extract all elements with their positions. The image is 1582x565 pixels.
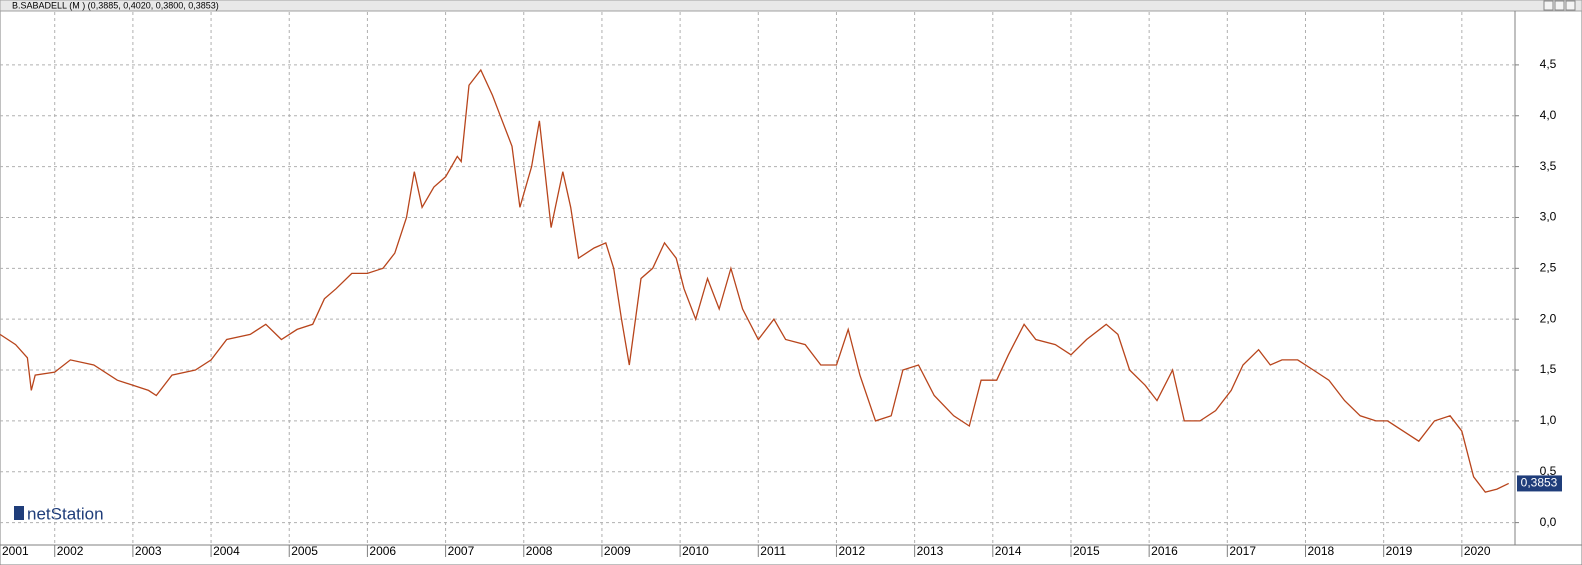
x-tick-label: 2012 [838,544,865,558]
x-tick-label: 2004 [213,544,240,558]
y-tick-label: 2,0 [1540,311,1557,325]
x-tick-label: 2018 [1307,544,1334,558]
last-value-box [1517,475,1562,492]
x-tick-label: 2003 [135,544,162,558]
x-tick-label: 2007 [448,544,475,558]
x-tick-label: 2010 [682,544,709,558]
x-tick-label: 2001 [2,544,29,558]
title-bar [0,0,1582,12]
last-value-label: 0,3853 [1521,476,1558,490]
y-tick-label: 1,0 [1540,413,1557,427]
x-tick-label: 2015 [1073,544,1100,558]
x-tick-label: 2016 [1151,544,1178,558]
price-line [0,68,1509,493]
y-tick-label: 1,5 [1540,362,1557,376]
x-tick-label: 2014 [995,544,1022,558]
close-button[interactable] [1565,0,1576,11]
y-tick-label: 3,5 [1540,159,1557,173]
x-tick-label: 2006 [369,544,396,558]
maximize-button[interactable] [1554,0,1565,11]
x-tick-label: 2005 [291,544,318,558]
y-tick-label: 3,0 [1540,210,1557,224]
y-tick-label: 4,0 [1540,108,1557,122]
x-tick-label: 2013 [917,544,944,558]
x-tick-label: 2011 [760,544,786,558]
minimize-button[interactable] [1543,0,1554,11]
x-tick-label: 2009 [604,544,631,558]
x-tick-label: 2002 [57,544,84,558]
x-tick-label: 2017 [1229,544,1256,558]
logo: netStation [27,504,104,523]
logo-icon [14,506,24,520]
x-tick-label: 2019 [1386,544,1413,558]
y-tick-label: 0,0 [1540,515,1557,529]
y-tick-label: 0,5 [1540,464,1557,478]
x-tick-label: 2020 [1464,544,1491,558]
y-tick-label: 2,5 [1540,261,1557,275]
y-tick-label: 4,5 [1540,57,1557,71]
chart-title: B.SABADELL (M ) (0,3885, 0,4020, 0,3800,… [12,0,219,10]
x-tick-label: 2008 [526,544,553,558]
